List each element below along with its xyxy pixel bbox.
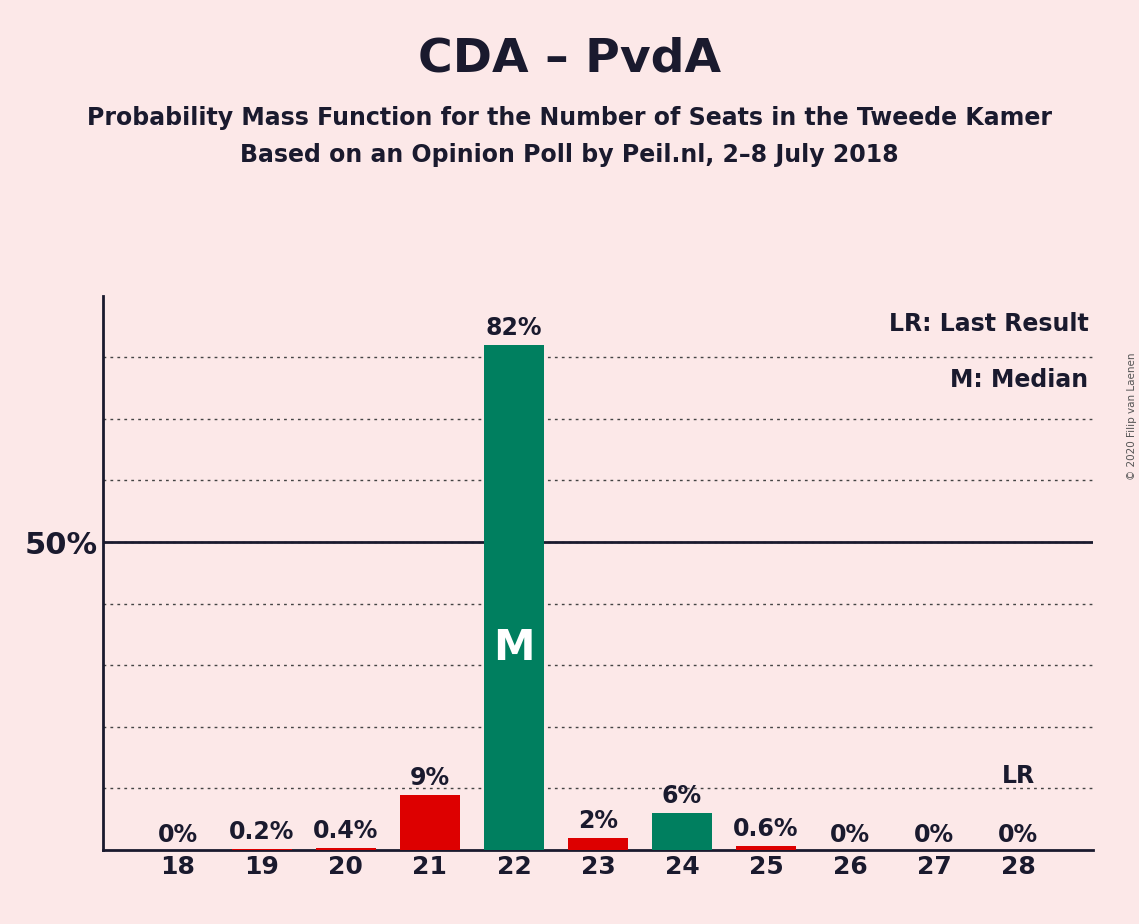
Text: 2%: 2% [577, 808, 618, 833]
Text: 0%: 0% [998, 823, 1039, 847]
Text: 0.2%: 0.2% [229, 820, 295, 844]
Bar [484, 345, 544, 850]
Text: 0.4%: 0.4% [313, 819, 378, 843]
Bar [736, 846, 796, 850]
Bar [400, 795, 460, 850]
Text: CDA – PvdA: CDA – PvdA [418, 37, 721, 82]
Text: LR: LR [1001, 764, 1034, 788]
Bar [567, 838, 629, 850]
Text: 0.6%: 0.6% [734, 818, 798, 842]
Text: 0%: 0% [915, 823, 954, 847]
Bar [316, 847, 376, 850]
Text: © 2020 Filip van Laenen: © 2020 Filip van Laenen [1126, 352, 1137, 480]
Text: 9%: 9% [410, 766, 450, 790]
Text: M: Median: M: Median [950, 368, 1089, 392]
Text: Based on an Opinion Poll by Peil.nl, 2–8 July 2018: Based on an Opinion Poll by Peil.nl, 2–8… [240, 143, 899, 167]
Text: 6%: 6% [662, 784, 702, 808]
Text: 0%: 0% [157, 823, 198, 847]
Text: LR: Last Result: LR: Last Result [888, 312, 1089, 336]
Bar [652, 813, 712, 850]
Bar [231, 849, 292, 850]
Text: M: M [493, 627, 534, 669]
Text: Probability Mass Function for the Number of Seats in the Tweede Kamer: Probability Mass Function for the Number… [87, 106, 1052, 130]
Text: 0%: 0% [830, 823, 870, 847]
Text: 82%: 82% [485, 316, 542, 340]
